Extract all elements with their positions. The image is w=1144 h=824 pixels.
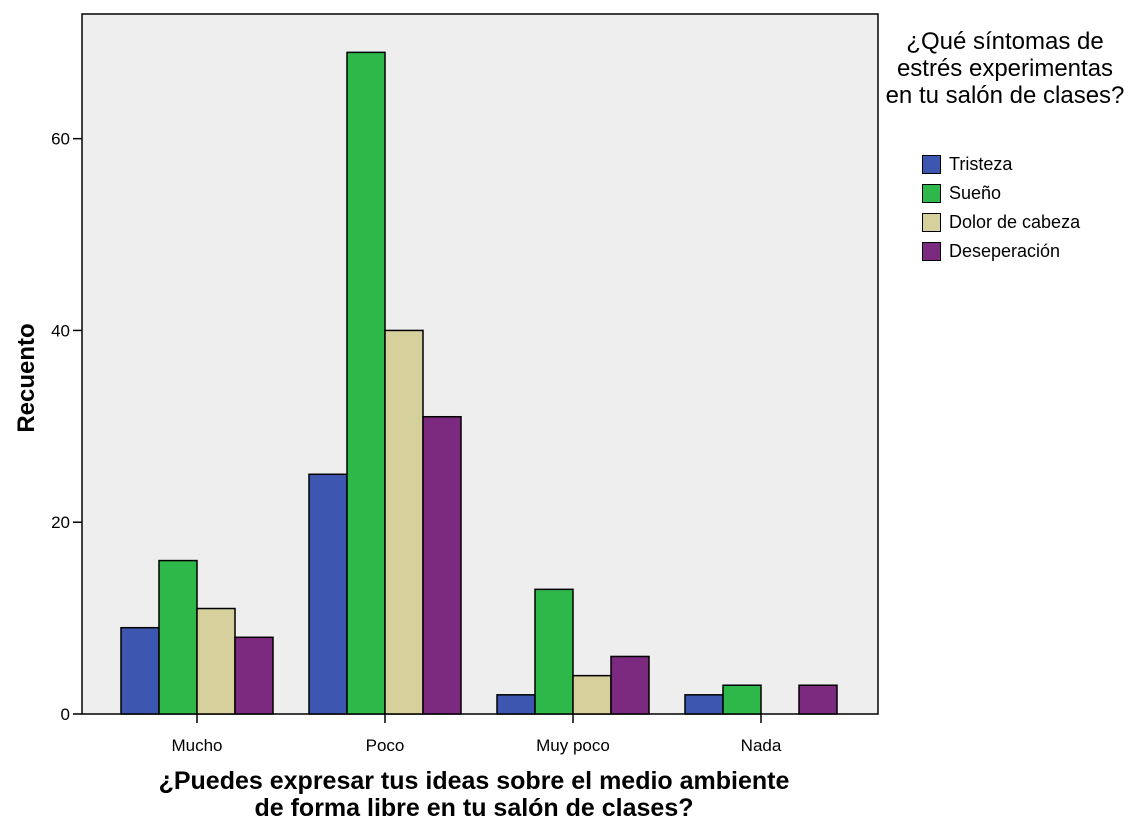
bar-poco-sueno — [346, 51, 386, 715]
y-tick-label-60: 60 — [51, 130, 70, 149]
legend-item-deseperacion: Deseperación — [922, 237, 1080, 266]
legend-swatch-dolor-de-cabeza — [922, 213, 941, 232]
x-tick-label-muy-poco: Muy poco — [536, 736, 610, 755]
legend-item-dolor-de-cabeza: Dolor de cabeza — [922, 208, 1080, 237]
bar-nada-sueno — [722, 684, 762, 715]
bar-mucho-dolor-de-cabeza — [196, 607, 236, 715]
legend-item-sueno: Sueño — [922, 179, 1080, 208]
bar-muy-poco-dolor-de-cabeza — [572, 674, 612, 715]
x-axis-title: ¿Puedes expresar tus ideas sobre el medi… — [60, 768, 888, 822]
x-axis: Mucho Poco Muy poco Nada — [171, 714, 782, 755]
legend-title-line-2: estrés experimentas — [896, 55, 1114, 82]
x-tick-label-mucho: Mucho — [171, 736, 222, 755]
legend: Tristeza Sueño Dolor de cabeza Deseperac… — [922, 150, 1080, 266]
legend-label-dolor-de-cabeza: Dolor de cabeza — [949, 212, 1081, 232]
bar-poco-tristeza — [308, 473, 348, 715]
bars-group — [120, 51, 838, 715]
y-tick-label-40: 40 — [51, 321, 70, 340]
legend-title: ¿Qué síntomas de estrés experimentas en … — [880, 28, 1130, 109]
bar-muy-poco-sueno — [534, 588, 574, 715]
bar-nada-tristeza — [684, 694, 724, 715]
legend-label-deseperacion: Deseperación — [949, 241, 1061, 261]
x-tick-label-nada: Nada — [741, 736, 782, 755]
legend-swatch-deseperacion — [922, 242, 941, 261]
bar-poco-deseperacion — [422, 415, 462, 715]
bar-muy-poco-tristeza — [496, 694, 536, 715]
bar-muy-poco-deseperacion — [610, 655, 650, 715]
bar-mucho-tristeza — [120, 626, 160, 715]
bar-poco-dolor-de-cabeza — [384, 329, 424, 715]
y-tick-label-0: 0 — [61, 705, 70, 724]
x-axis-title-line-2: de forma libre en tu salón de clases? — [254, 794, 694, 822]
legend-swatch-tristeza — [922, 155, 941, 174]
legend-title-line-3: en tu salón de clases? — [885, 82, 1125, 109]
legend-label-sueno: Sueño — [949, 183, 1002, 203]
bar-nada-deseperacion — [798, 684, 838, 715]
x-axis-title-line-1: ¿Puedes expresar tus ideas sobre el medi… — [158, 767, 790, 795]
y-axis-title: Recuento — [13, 323, 40, 432]
legend-swatch-sueno — [922, 184, 941, 203]
bar-mucho-sueno — [158, 559, 198, 715]
x-tick-label-poco: Poco — [366, 736, 405, 755]
y-axis: 0 20 40 60 — [51, 130, 82, 724]
legend-title-line-1: ¿Qué síntomas de — [906, 28, 1104, 55]
legend-label-tristeza: Tristeza — [949, 154, 1013, 174]
bar-mucho-deseperacion — [234, 636, 274, 715]
plot-area — [81, 13, 879, 715]
y-tick-label-20: 20 — [51, 513, 70, 532]
legend-item-tristeza: Tristeza — [922, 150, 1080, 179]
